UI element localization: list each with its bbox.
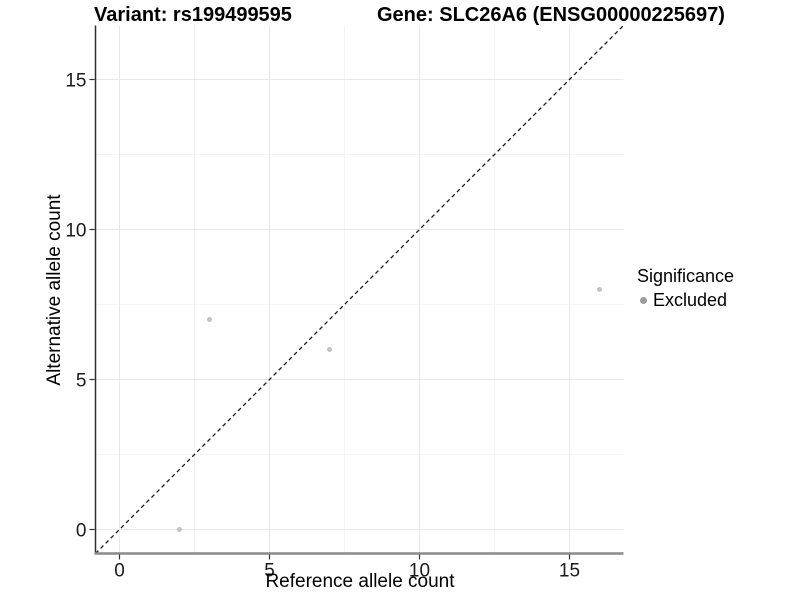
- data-point: [327, 347, 332, 352]
- x-tick-label: 5: [264, 561, 275, 582]
- legend-item-excluded: Excluded: [640, 290, 734, 311]
- data-point: [207, 317, 212, 322]
- x-tick-label: 15: [559, 561, 580, 582]
- x-tick-label: 10: [409, 561, 430, 582]
- data-point: [177, 527, 182, 532]
- plot-title-gene: Gene: SLC26A6 (ENSG00000225697): [377, 4, 725, 26]
- legend: Significance Excluded: [637, 266, 734, 311]
- y-tick-label: 10: [65, 221, 86, 242]
- y-tick-label: 0: [76, 521, 87, 542]
- data-point: [597, 287, 602, 292]
- y-tick-label: 15: [65, 71, 86, 92]
- x-tick-label: 0: [114, 561, 125, 582]
- legend-key-dot-icon: [640, 297, 647, 304]
- y-tick-label: 5: [76, 371, 87, 392]
- identity-dashed-line: [95, 25, 624, 554]
- legend-title: Significance: [637, 266, 735, 286]
- plot-title-variant: Variant: rs199499595: [94, 4, 292, 26]
- x-axis-title: Reference allele count: [265, 571, 455, 592]
- y-axis-title: Alternative allele count: [44, 194, 65, 386]
- legend-item-label: Excluded: [653, 290, 728, 310]
